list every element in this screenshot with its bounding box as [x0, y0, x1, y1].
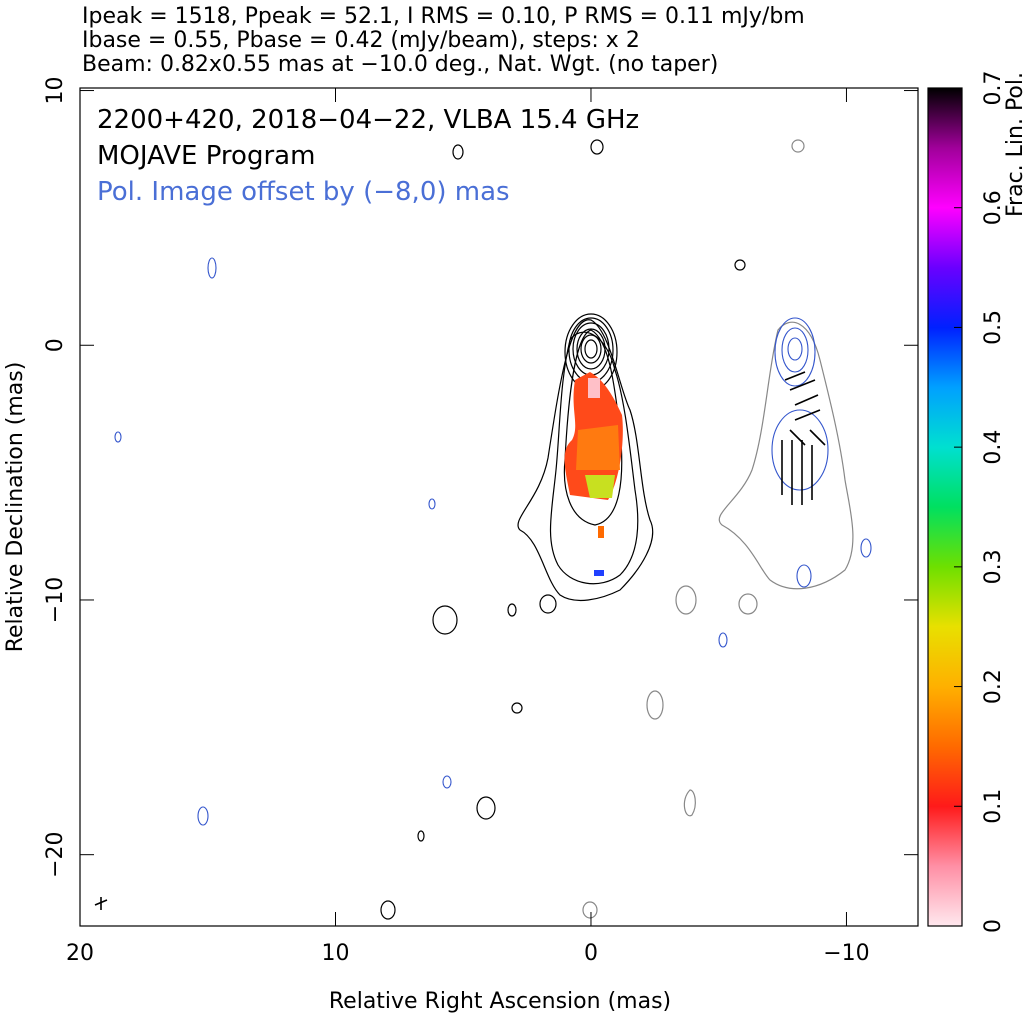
- annotation: 2200+420, 2018−04−22, VLBA 15.4 GHz: [97, 105, 639, 135]
- map: [94, 139, 872, 920]
- header-line: Ipeak = 1518, Ppeak = 52.1, I RMS = 0.10…: [82, 4, 805, 29]
- pol-core-contours: [114, 257, 872, 826]
- colorbar-tick-label: 0.2: [981, 669, 1006, 704]
- x-tick-label: 0: [584, 941, 598, 966]
- colorbar-tick-label: 0.4: [981, 430, 1006, 465]
- x-tick-label: 20: [66, 941, 94, 966]
- colorbar-tick-label: 0.6: [981, 190, 1006, 225]
- header-line: Ibase = 0.55, Pbase = 0.42 (mJy/beam), s…: [82, 28, 640, 53]
- y-tick-label: −20: [43, 831, 68, 877]
- y-tick-label: −10: [43, 577, 68, 623]
- annotation: MOJAVE Program: [97, 141, 315, 171]
- x-axis-label: Relative Right Ascension (mas): [329, 989, 671, 1014]
- x-tick-label: 10: [321, 941, 349, 966]
- colorbar-tick-label: 0.3: [981, 549, 1006, 584]
- evpa-sticks: [94, 371, 826, 910]
- polarized-contours: [582, 139, 854, 919]
- y-tick-label: 0: [43, 338, 68, 352]
- colorbar-tick-label: 0.7: [981, 71, 1006, 106]
- y-tick-label: 10: [43, 77, 68, 105]
- annotation: Pol. Image offset by (−8,0) mas: [97, 177, 510, 207]
- plot-frame: [79, 87, 919, 927]
- y-axis-label: Relative Declination (mas): [3, 362, 28, 653]
- colorbar: [927, 87, 963, 927]
- colorbar-tick-label: 0.5: [981, 310, 1006, 345]
- colorbar-tick-label: 0.1: [981, 789, 1006, 824]
- pol-fraction-image: [564, 372, 623, 576]
- colorbar-label: Frac. Lin. Pol.: [1003, 72, 1027, 217]
- x-tick-label: −10: [823, 941, 869, 966]
- header-line: Beam: 0.82x0.55 mas at −10.0 deg., Nat. …: [82, 52, 718, 77]
- colorbar-tick-label: 0: [981, 919, 1006, 933]
- total-intensity-contours: [380, 139, 746, 920]
